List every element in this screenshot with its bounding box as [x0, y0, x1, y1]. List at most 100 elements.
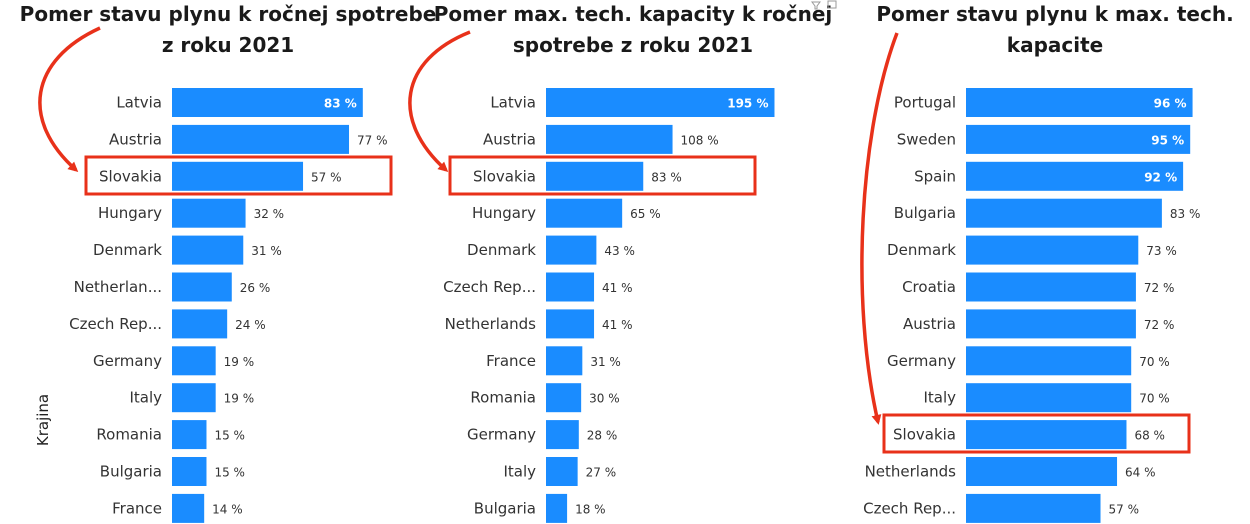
chart3-title-line1: Pomer stavu plynu k max. tech. [876, 2, 1233, 26]
value-label-2-11: 57 % [1109, 502, 1140, 516]
value-label-2-1: 95 % [1151, 133, 1184, 147]
value-label-0-5: 26 % [240, 281, 271, 295]
y-axis-label: Krajina [34, 394, 52, 446]
bar-1-3[interactable] [546, 198, 623, 228]
bar-0-2[interactable] [172, 161, 304, 191]
category-label-2-10: Netherlands [865, 463, 957, 481]
category-label-1-2: Slovakia [473, 167, 536, 185]
bar-2-11[interactable] [966, 493, 1101, 523]
category-label-0-7: Germany [93, 352, 162, 370]
bar-1-5[interactable] [546, 272, 595, 302]
value-label-0-8: 19 % [224, 392, 255, 406]
value-label-0-2: 57 % [311, 170, 342, 184]
value-label-1-5: 41 % [602, 281, 633, 295]
bar-1-2[interactable] [546, 161, 644, 191]
category-label-2-11: Czech Rep... [863, 499, 956, 517]
value-label-2-10: 64 % [1125, 466, 1156, 480]
bar-0-5[interactable] [172, 272, 232, 302]
category-label-1-10: Italy [503, 463, 536, 481]
bar-2-1[interactable] [966, 124, 1191, 154]
category-label-2-4: Denmark [887, 241, 956, 259]
category-label-1-11: Bulgaria [474, 499, 536, 517]
bar-0-7[interactable] [172, 346, 216, 376]
bar-2-2[interactable] [966, 161, 1184, 191]
category-label-2-9: Slovakia [893, 426, 956, 444]
bar-1-10[interactable] [546, 457, 578, 486]
bar-0-0[interactable] [172, 88, 363, 117]
value-label-0-11: 14 % [212, 502, 243, 516]
bar-2-4[interactable] [966, 235, 1139, 265]
annotation-arrow-2 [408, 30, 471, 172]
value-label-1-3: 65 % [630, 207, 661, 221]
value-label-1-1: 108 % [681, 133, 719, 147]
bar-0-3[interactable] [172, 198, 246, 228]
value-label-1-11: 18 % [575, 502, 606, 516]
value-label-2-8: 70 % [1139, 392, 1170, 406]
value-label-1-8: 30 % [589, 392, 620, 406]
chart-gas-to-capacity: Portugal 96 % Sweden 95 % Spain 92 % Bulgaria 8… [863, 88, 1200, 523]
category-label-1-3: Hungary [472, 204, 536, 222]
category-label-2-1: Sweden [897, 130, 956, 148]
category-label-0-3: Hungary [98, 204, 162, 222]
bar-1-6[interactable] [546, 309, 595, 339]
value-label-2-0: 96 % [1154, 97, 1187, 111]
value-label-2-9: 68 % [1134, 429, 1165, 443]
category-label-0-1: Austria [109, 130, 162, 148]
bar-1-9[interactable] [546, 420, 579, 450]
bar-0-10[interactable] [172, 457, 207, 486]
bar-0-6[interactable] [172, 309, 228, 339]
bar-0-9[interactable] [172, 420, 207, 450]
chart1-title-line1: Pomer stavu plynu k ročnej spotrebe [20, 2, 437, 26]
category-label-2-0: Portugal [894, 94, 956, 112]
bar-2-0[interactable] [966, 88, 1193, 117]
bar-0-11[interactable] [172, 493, 205, 523]
category-label-2-5: Croatia [902, 278, 956, 296]
value-label-0-4: 31 % [251, 244, 282, 258]
value-label-0-1: 77 % [357, 133, 388, 147]
bar-0-4[interactable] [172, 235, 244, 265]
category-label-2-2: Spain [914, 167, 956, 185]
value-label-2-4: 73 % [1146, 244, 1177, 258]
value-label-1-2: 83 % [651, 170, 682, 184]
category-label-0-0: Latvia [116, 94, 162, 112]
bar-0-1[interactable] [172, 124, 350, 154]
bar-2-10[interactable] [966, 457, 1118, 486]
focus-mode-icon[interactable] [827, 0, 837, 9]
value-label-1-7: 31 % [590, 355, 621, 369]
bar-1-7[interactable] [546, 346, 583, 376]
bar-2-8[interactable] [966, 383, 1132, 413]
category-label-0-6: Czech Rep... [69, 315, 162, 333]
chart-capacity-to-consumption: Latvia 195 % Austria 108 % Slovakia 83 % Hunga… [443, 88, 775, 523]
category-label-2-3: Bulgaria [894, 204, 956, 222]
highlight-box-0 [84, 155, 393, 196]
bar-1-4[interactable] [546, 235, 597, 265]
category-label-1-0: Latvia [490, 94, 536, 112]
bar-1-1[interactable] [546, 124, 673, 154]
chart2-title-line2: spotrebe z roku 2021 [513, 33, 753, 57]
category-label-1-1: Austria [483, 130, 536, 148]
bar-1-11[interactable] [546, 493, 568, 523]
filter-icon[interactable] [811, 1, 821, 10]
bar-1-8[interactable] [546, 383, 582, 413]
bar-2-3[interactable] [966, 198, 1162, 228]
category-label-1-9: Germany [467, 426, 536, 444]
bar-1-0[interactable] [546, 88, 775, 117]
category-label-0-10: Bulgaria [100, 463, 162, 481]
value-label-1-4: 43 % [604, 244, 635, 258]
category-label-1-6: Netherlands [445, 315, 537, 333]
bar-2-6[interactable] [966, 309, 1136, 339]
annotation-arrow-3 [860, 32, 899, 425]
annotation-arrow-1 [38, 26, 101, 172]
category-label-2-8: Italy [923, 389, 956, 407]
bar-2-7[interactable] [966, 346, 1132, 376]
bar-0-8[interactable] [172, 383, 216, 413]
value-label-0-9: 15 % [214, 429, 245, 443]
value-label-2-3: 83 % [1170, 207, 1201, 221]
bar-2-5[interactable] [966, 272, 1136, 302]
value-label-2-2: 92 % [1144, 170, 1177, 184]
highlight-box-2 [882, 413, 1191, 454]
bar-2-9[interactable] [966, 420, 1127, 450]
category-label-2-7: Germany [887, 352, 956, 370]
chart-gas-to-consumption: Latvia 83 % Austria 77 % Slovakia 57 % Hungary… [69, 88, 393, 523]
